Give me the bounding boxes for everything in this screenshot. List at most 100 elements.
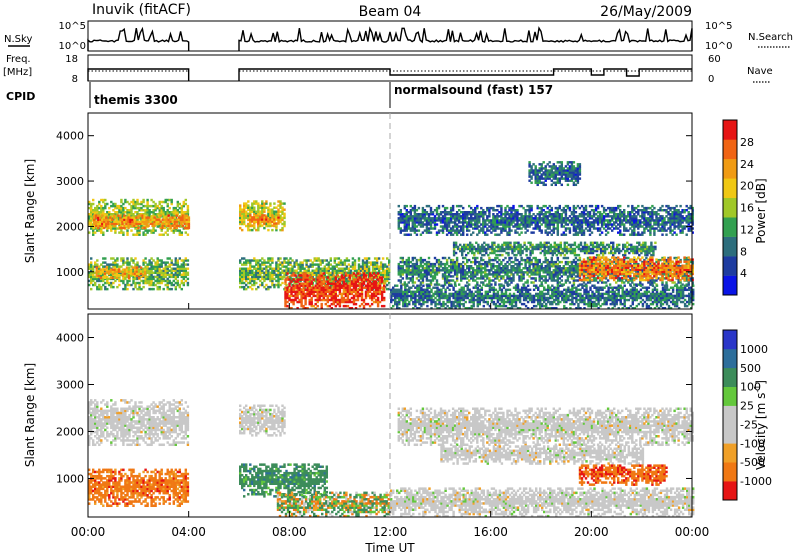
power-cell (168, 213, 171, 216)
power-cell (271, 228, 274, 232)
power-cell (350, 290, 354, 294)
power-cell (351, 257, 355, 260)
power-cell (380, 278, 384, 281)
power-cell (162, 271, 165, 275)
power-cell (419, 225, 423, 228)
power-cell (354, 282, 358, 285)
power-cell (176, 279, 180, 283)
power-cell (388, 261, 391, 264)
power-cell (132, 269, 135, 272)
power-cell (315, 267, 318, 270)
power-cell (156, 281, 159, 285)
power-cell (273, 224, 276, 228)
power-cell (376, 300, 380, 304)
power-cell (366, 284, 370, 287)
power-cell (324, 292, 328, 296)
power-cell (265, 224, 268, 228)
power-cell (405, 229, 409, 232)
power-cell (162, 275, 165, 279)
power-cell (313, 273, 316, 277)
power-cell (279, 206, 282, 209)
power-cell (154, 265, 157, 268)
power-cell (352, 296, 356, 300)
power-cell (134, 206, 137, 210)
power-cell (437, 206, 441, 210)
power-cell (530, 223, 533, 226)
power-cell (279, 204, 282, 207)
power-cell (472, 217, 475, 220)
power-cell (386, 269, 389, 272)
power-cell (156, 261, 159, 264)
power-cell (158, 279, 161, 283)
power-cell (419, 219, 423, 222)
power-cell (337, 271, 341, 275)
power-cell (339, 261, 343, 264)
power-cell (131, 272, 135, 275)
power-cell (653, 223, 656, 226)
power-cell (333, 265, 337, 268)
power-cell (94, 277, 97, 281)
power-cell (160, 265, 163, 268)
power-cell (623, 233, 626, 236)
power-cell (423, 213, 427, 216)
power-cell (92, 213, 95, 216)
power-cell (150, 269, 153, 272)
power-cell (182, 263, 186, 266)
power-cell (284, 292, 287, 296)
power-cell (275, 275, 278, 279)
power-cell (376, 296, 380, 300)
power-cell (128, 263, 131, 266)
power-cell (277, 275, 280, 279)
power-cell (365, 267, 369, 270)
power-cell (114, 259, 117, 262)
power-cell (283, 224, 286, 228)
power-cell (115, 272, 119, 275)
power-cell (156, 287, 159, 291)
power-cell (241, 263, 244, 266)
power-cell (496, 215, 499, 218)
power-cell (328, 282, 332, 285)
power-cell (289, 257, 292, 260)
power-cell (437, 231, 441, 234)
power-cell (176, 273, 180, 277)
power-cell (149, 220, 152, 223)
power-cell (182, 211, 186, 214)
power-cell (182, 259, 186, 262)
power-cell (182, 204, 186, 208)
power-cell (150, 267, 153, 270)
power-cell (160, 271, 163, 275)
power-cell (356, 292, 360, 296)
power-cell (482, 213, 485, 216)
power-cell (413, 225, 417, 228)
power-cell (302, 288, 305, 292)
power-cell (88, 275, 91, 279)
power-cell (316, 282, 319, 285)
power-cell (253, 271, 256, 275)
power-cell (104, 215, 107, 218)
power-cell (261, 257, 264, 260)
power-cell (144, 281, 147, 285)
power-cell (257, 269, 260, 272)
power-cell (279, 277, 282, 281)
power-cell (445, 227, 449, 230)
power-cell (126, 261, 129, 264)
power-cell (548, 223, 551, 226)
power-cell (447, 221, 451, 224)
power-cell (96, 204, 99, 208)
power-cell (466, 213, 469, 216)
power-cell (421, 225, 425, 228)
power-cell (128, 279, 131, 283)
power-cell (638, 247, 641, 251)
power-cell (281, 269, 284, 272)
power-cell (170, 269, 173, 272)
power-cell (100, 285, 103, 289)
power-cell (447, 231, 451, 234)
power-cell (131, 224, 134, 228)
power-cell (132, 279, 135, 283)
power-cell (253, 208, 256, 211)
power-cell (106, 275, 109, 279)
power-cell (504, 215, 507, 218)
power-cell (502, 229, 505, 232)
power-cell (556, 209, 560, 212)
power-cell (439, 221, 443, 224)
